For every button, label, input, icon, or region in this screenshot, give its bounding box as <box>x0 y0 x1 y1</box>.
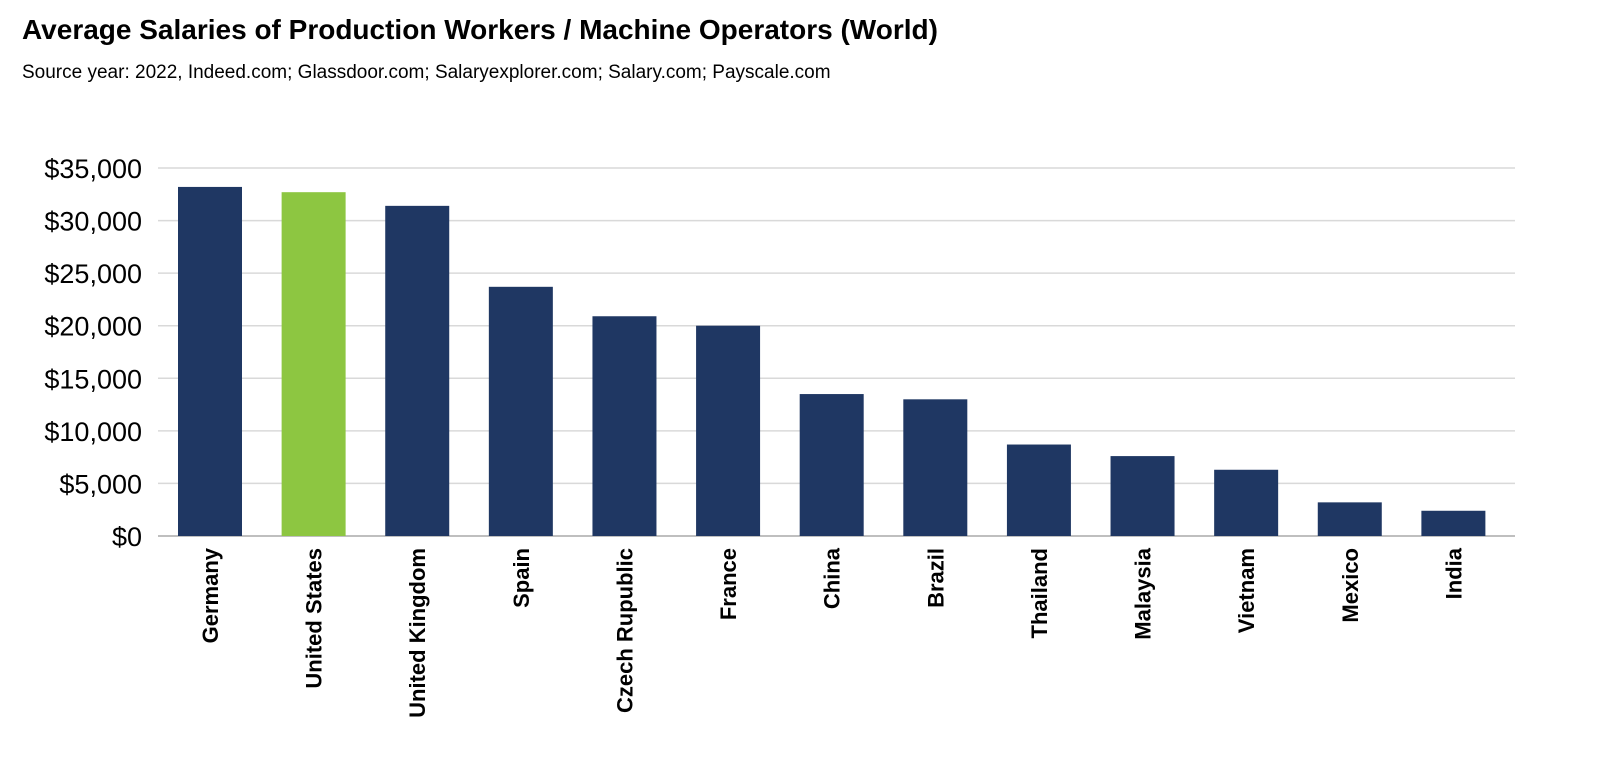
x-tick-label: United Kingdom <box>405 548 430 718</box>
y-tick-label: $25,000 <box>44 259 142 289</box>
bar-united-states <box>281 192 346 536</box>
y-tick-label: $30,000 <box>44 207 142 237</box>
y-axis-ticks: $0 $5,000 $10,000 $15,000 $20,000 $25,000 $30,… <box>44 154 142 552</box>
bar-mexico <box>1317 502 1382 536</box>
bar-india <box>1421 510 1486 536</box>
chart-title: Average Salaries of Production Workers /… <box>22 14 938 45</box>
x-tick-label: Germany <box>198 547 223 643</box>
x-tick-label: Mexico <box>1338 548 1363 623</box>
y-tick-label: $20,000 <box>44 312 142 342</box>
x-tick-label: Czech Rupublic <box>612 548 637 713</box>
bar-brazil <box>903 399 968 536</box>
bar-thailand <box>1006 444 1071 536</box>
bar-vietnam <box>1214 469 1279 536</box>
bar-china <box>799 394 864 536</box>
bar-france <box>696 325 761 536</box>
chart-subtitle: Source year: 2022, Indeed.com; Glassdoor… <box>22 62 831 83</box>
x-tick-label: Vietnam <box>1234 548 1259 633</box>
x-axis-ticks: Germany United States United Kingdom Spain C… <box>198 547 1466 718</box>
x-tick-label: France <box>716 548 741 620</box>
bar-czech-rupublic <box>592 316 657 536</box>
x-tick-label: United States <box>302 548 327 689</box>
y-tick-label: $10,000 <box>44 417 142 447</box>
x-tick-label: Brazil <box>923 548 948 608</box>
y-tick-label: $5,000 <box>59 469 142 499</box>
bar-united-kingdom <box>385 205 450 536</box>
bars <box>178 186 1486 536</box>
y-tick-label: $15,000 <box>44 364 142 394</box>
y-tick-label: $35,000 <box>44 154 142 184</box>
x-tick-label: Malaysia <box>1131 547 1156 639</box>
bar-spain <box>488 286 553 536</box>
bar-malaysia <box>1110 456 1175 536</box>
x-tick-label: Thailand <box>1027 548 1052 638</box>
x-tick-label: China <box>820 547 845 609</box>
y-tick-label: $0 <box>112 522 142 552</box>
x-tick-label: Spain <box>509 548 534 608</box>
x-tick-label: India <box>1441 547 1466 599</box>
bar-germany <box>178 186 242 536</box>
